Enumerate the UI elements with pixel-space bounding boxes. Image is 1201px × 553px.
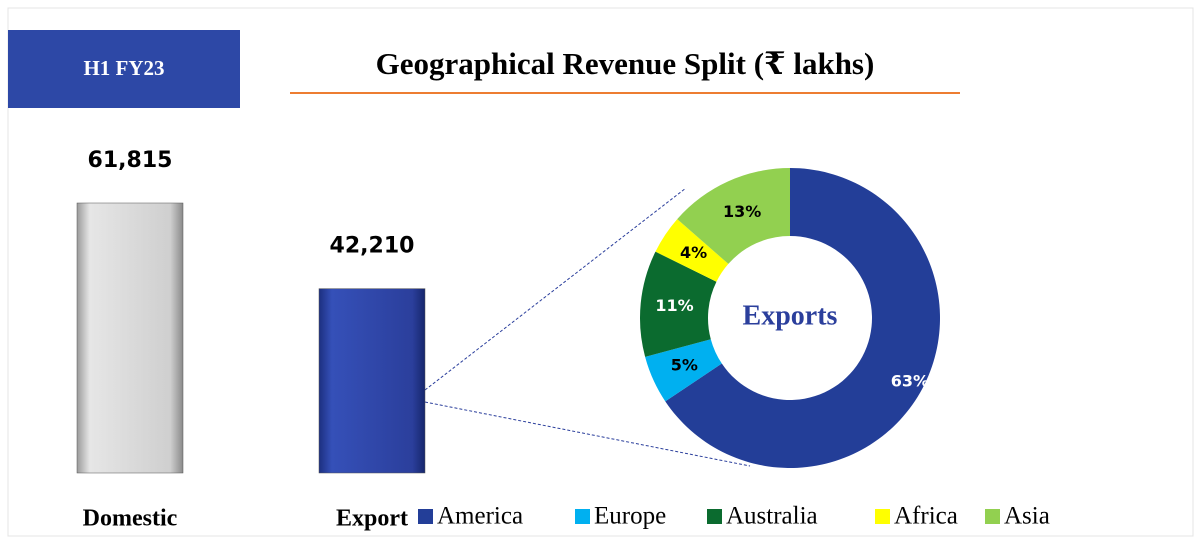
center-label: Exports <box>743 300 838 331</box>
connector <box>424 401 751 467</box>
donut-slice <box>677 168 790 264</box>
title: Geographical Revenue Split (₹ lakhs) <box>376 46 875 81</box>
legend-label: Asia <box>1004 503 1050 530</box>
legend-label: Africa <box>894 503 958 530</box>
frame <box>7 7 1194 537</box>
legend-swatch <box>875 509 890 524</box>
badge-text: H1 FY23 <box>83 56 164 80</box>
value-label: 42,210 <box>330 234 415 259</box>
legend-swatch <box>985 509 1000 524</box>
donut-slice <box>640 251 717 357</box>
category-label: Domestic <box>83 506 178 532</box>
legend-label: America <box>437 503 523 530</box>
legend-swatch <box>575 509 590 524</box>
donut-slice <box>645 339 722 402</box>
connector <box>424 187 687 391</box>
legend-label: Australia <box>726 503 818 530</box>
slice-label: 63% <box>891 372 929 391</box>
legend-swatch <box>418 509 433 524</box>
legend-swatch <box>707 509 722 524</box>
category-label: Export <box>336 506 408 532</box>
badge <box>8 30 240 108</box>
slice-label: 5% <box>671 355 698 374</box>
legend-label: Europe <box>594 503 666 530</box>
bar <box>318 288 426 474</box>
value-label: 61,815 <box>88 148 173 173</box>
donut-slice <box>655 219 729 282</box>
slice-label: 4% <box>680 243 707 262</box>
bar <box>76 202 184 474</box>
slice-label: 13% <box>723 202 761 221</box>
slice-label: 11% <box>655 296 693 315</box>
donut-slice <box>665 168 941 468</box>
